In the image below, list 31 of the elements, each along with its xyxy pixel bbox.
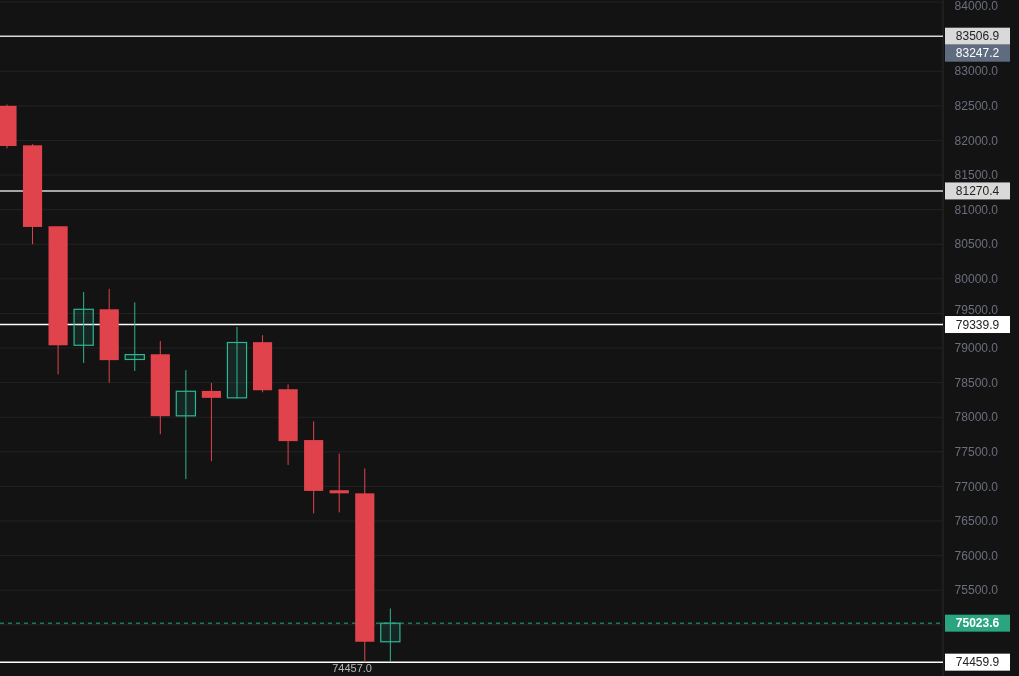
y-tick-label: 77000.0: [954, 479, 999, 494]
y-tick-label: 75500.0: [954, 583, 999, 598]
ref-line-label: 83506.9: [955, 29, 1000, 44]
y-tick-label: 82000.0: [954, 133, 999, 148]
candlestick: [226, 326, 248, 399]
ref-line-label: 81270.4: [955, 184, 1000, 199]
candlestick: [175, 369, 197, 480]
y-tick-label: 79500.0: [954, 302, 999, 317]
y-tick-label: 79000.0: [954, 341, 999, 356]
y-tick-label: 82500.0: [954, 99, 999, 114]
y-tick-label: 80500.0: [954, 237, 999, 252]
y-tick-label: 78000.0: [954, 410, 999, 425]
annotation: 74457.0: [332, 662, 372, 675]
y-tick-label: 77500.0: [954, 445, 999, 460]
y-tick-label: 83000.0: [954, 64, 999, 79]
text: 83247.2: [955, 46, 1000, 61]
y-tick-label: 76500.0: [954, 514, 999, 529]
y-tick-label: 78500.0: [954, 375, 999, 390]
y-tick-label: 81000.0: [954, 202, 999, 217]
candlestick: [73, 291, 94, 364]
y-tick-label: 80000.0: [954, 272, 999, 287]
y-tick-label: 84000.0: [954, 0, 999, 14]
ref-line-label: 74459.9: [955, 655, 1000, 670]
candlestick: [329, 453, 349, 513]
candlestick: [201, 382, 222, 462]
y-tick-label: 81500.0: [954, 168, 999, 183]
candlestick: [380, 608, 401, 662]
ref-line-label: 75023.6: [955, 616, 1000, 631]
ref-line-label: 79339.9: [955, 317, 1000, 332]
y-tick-label: 76000.0: [954, 548, 999, 563]
candlestick: [124, 301, 145, 372]
